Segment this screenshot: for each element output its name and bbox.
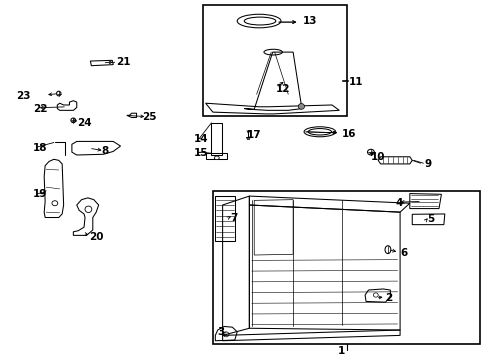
Text: 22: 22 bbox=[33, 104, 47, 113]
Text: 9: 9 bbox=[424, 159, 430, 169]
Text: 16: 16 bbox=[341, 129, 356, 139]
Bar bbox=[203, 5, 346, 116]
Text: 5: 5 bbox=[426, 214, 433, 224]
Text: 25: 25 bbox=[142, 112, 157, 122]
Text: 12: 12 bbox=[276, 84, 290, 94]
Text: 13: 13 bbox=[302, 16, 317, 26]
Ellipse shape bbox=[298, 104, 304, 109]
Text: 20: 20 bbox=[89, 232, 103, 242]
Text: 19: 19 bbox=[33, 189, 47, 199]
Text: 4: 4 bbox=[394, 198, 402, 208]
Text: 24: 24 bbox=[77, 118, 91, 128]
Ellipse shape bbox=[246, 138, 249, 140]
Text: 2: 2 bbox=[385, 293, 392, 303]
Bar bbox=[212, 191, 479, 344]
Ellipse shape bbox=[214, 156, 219, 159]
Bar bbox=[205, 153, 226, 159]
Text: 23: 23 bbox=[16, 91, 30, 101]
Text: 14: 14 bbox=[193, 134, 208, 144]
Text: 6: 6 bbox=[399, 248, 407, 258]
Text: 11: 11 bbox=[348, 77, 363, 87]
Text: 1: 1 bbox=[337, 346, 345, 356]
Text: 8: 8 bbox=[101, 147, 108, 157]
Text: 18: 18 bbox=[33, 143, 47, 153]
Text: 15: 15 bbox=[193, 148, 207, 158]
Text: 3: 3 bbox=[217, 327, 224, 337]
Bar bbox=[211, 123, 222, 155]
Text: 7: 7 bbox=[229, 212, 237, 222]
Text: 17: 17 bbox=[246, 130, 261, 140]
Text: 21: 21 bbox=[116, 57, 130, 67]
Text: 10: 10 bbox=[370, 152, 385, 162]
